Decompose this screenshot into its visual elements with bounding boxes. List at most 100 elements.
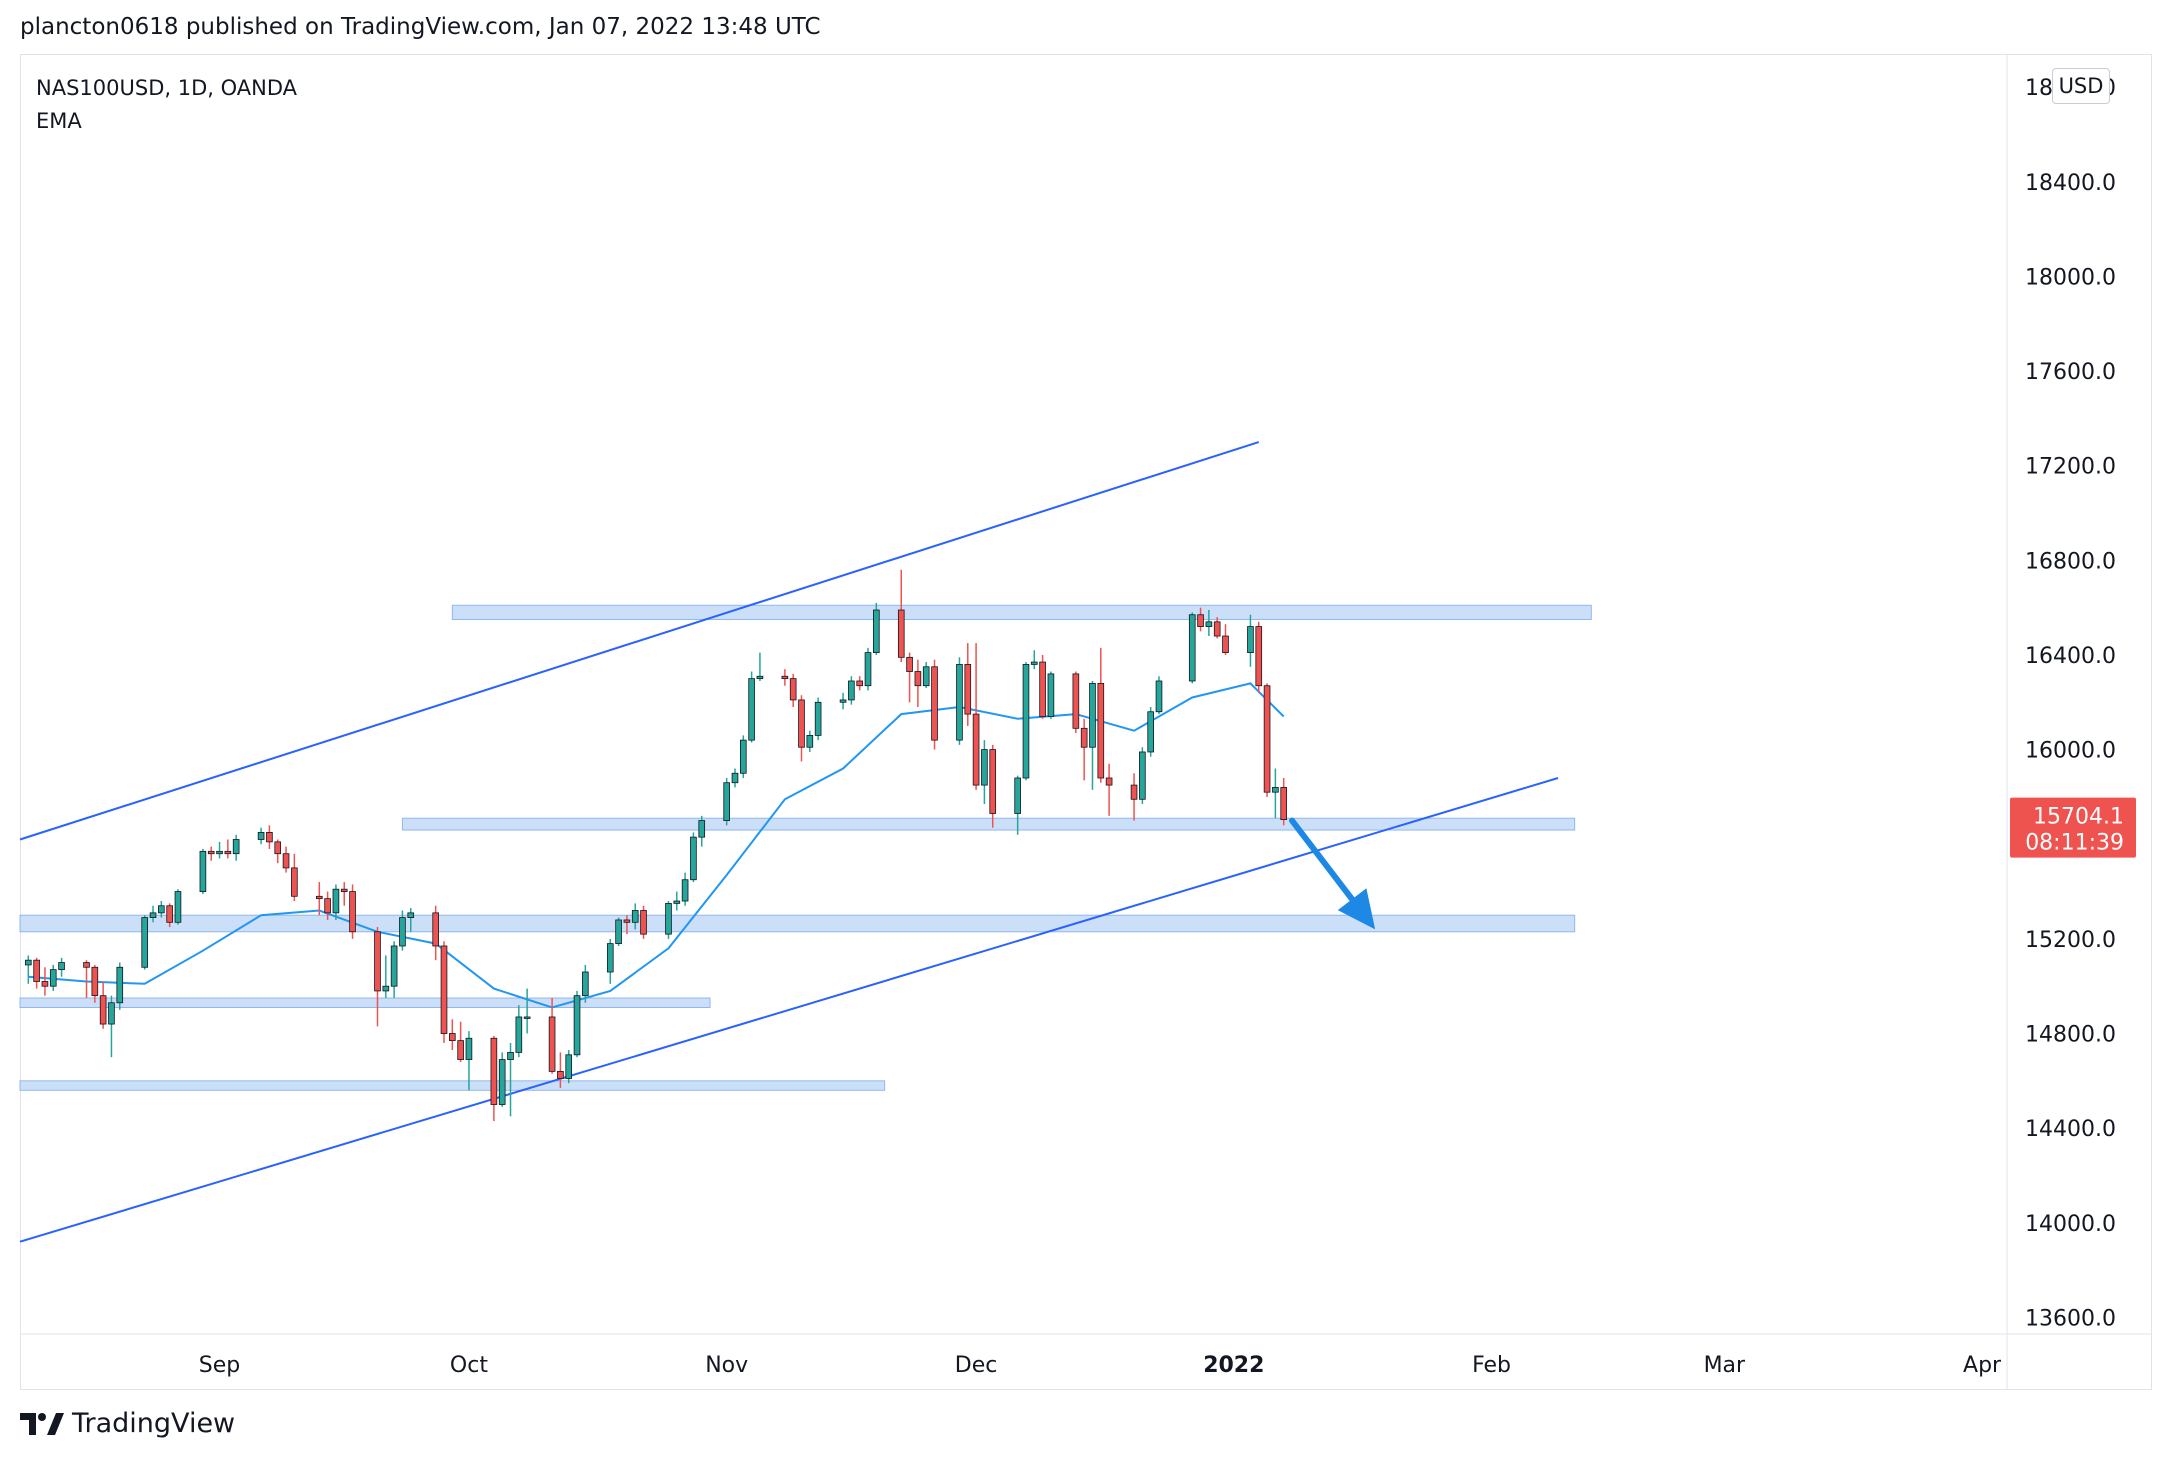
- candle-body: [906, 656, 913, 672]
- y-axis-tick-label: 14400.0: [2025, 1117, 2116, 1142]
- trendline: [19, 777, 1559, 1243]
- candle-body: [207, 850, 215, 855]
- candle-body: [673, 900, 681, 904]
- y-axis-tick-label: 17600.0: [2025, 360, 2116, 385]
- candle-body: [1272, 787, 1279, 793]
- y-axis-tick-label: 13600.0: [2025, 1306, 2116, 1331]
- candle-body: [640, 910, 647, 935]
- candle-body: [349, 891, 356, 933]
- brand-name: TradingView: [72, 1408, 236, 1439]
- candle-body: [964, 664, 972, 715]
- candle-body: [1097, 682, 1105, 779]
- candle-body: [1222, 635, 1229, 653]
- candle-body: [390, 945, 398, 987]
- candle-body: [174, 891, 182, 923]
- candle-body: [631, 910, 639, 923]
- candle-body: [332, 888, 340, 914]
- candle-body: [1039, 661, 1046, 717]
- y-axis-tick-label: 16400.0: [2025, 644, 2116, 669]
- candle-body: [731, 772, 739, 784]
- candle-body: [25, 959, 32, 966]
- candle-body: [606, 943, 614, 973]
- candle-body: [324, 898, 331, 914]
- indicator-name[interactable]: EMA: [36, 109, 82, 133]
- y-axis-tick-label: 18400.0: [2025, 171, 2116, 196]
- candle-body: [897, 609, 905, 658]
- candle-body: [1263, 685, 1271, 793]
- candle-body: [1022, 664, 1030, 779]
- candle-body: [814, 701, 822, 736]
- symbol-title[interactable]: NAS100USD, 1D, OANDA: [36, 76, 297, 100]
- y-axis-tick-label: 14800.0: [2025, 1023, 2116, 1048]
- candle-body: [91, 966, 99, 997]
- candle-body: [99, 995, 107, 1025]
- candle-body: [739, 739, 747, 774]
- candle-body: [798, 699, 805, 748]
- candle-body: [756, 675, 764, 680]
- candle-body: [789, 678, 797, 701]
- candle-body: [1205, 621, 1213, 627]
- candle-body: [665, 902, 672, 935]
- candle-body: [257, 832, 265, 840]
- candle-body: [1047, 673, 1055, 717]
- candle-body: [615, 919, 622, 945]
- candle-body: [690, 836, 697, 881]
- candle-body: [914, 671, 922, 687]
- candle-body: [232, 839, 240, 855]
- symbol-legend: NAS100USD, 1D, OANDA EMA: [36, 72, 297, 138]
- candle-body: [216, 850, 223, 855]
- y-axis-tick-label: 16000.0: [2025, 739, 2116, 764]
- candle-body: [781, 675, 789, 680]
- candle-body: [748, 678, 755, 741]
- y-axis-tick-label: 18000.0: [2025, 265, 2116, 290]
- candle-body: [848, 680, 855, 701]
- candle-body: [449, 1033, 456, 1042]
- candle-body: [922, 666, 930, 687]
- candle-body: [340, 888, 348, 892]
- currency-badge[interactable]: USD: [2052, 68, 2110, 104]
- horizontal-zone: [19, 914, 1576, 933]
- horizontal-zone: [451, 604, 1592, 620]
- candle-body: [457, 1040, 464, 1060]
- publication-header: plancton0618 published on TradingView.co…: [20, 14, 821, 40]
- horizontal-zone: [401, 817, 1576, 831]
- candle-body: [116, 966, 124, 1004]
- candle-body: [873, 609, 880, 653]
- chart-frame: [20, 54, 2152, 1390]
- candle-body: [149, 912, 157, 918]
- candle-body: [1130, 784, 1138, 800]
- candle-body: [166, 905, 173, 923]
- candle-body: [956, 664, 963, 741]
- down-arrow-head: [1337, 888, 1376, 930]
- candle-body: [224, 850, 232, 855]
- candle-body: [498, 1059, 506, 1105]
- candle-body: [1030, 661, 1038, 665]
- x-axis-tick-label: Sep: [199, 1353, 240, 1378]
- y-axis-tick-label: 16800.0: [2025, 549, 2116, 574]
- candle-body: [1155, 680, 1163, 713]
- tradingview-logo-icon: [20, 1412, 64, 1435]
- x-axis-tick-label: Mar: [1704, 1353, 1746, 1378]
- candle-body: [266, 832, 273, 843]
- candle-body: [141, 917, 149, 968]
- candle-body: [1105, 777, 1113, 786]
- footer-brand[interactable]: TradingView: [20, 1408, 235, 1439]
- candle-body: [1089, 682, 1096, 748]
- candle-body: [374, 931, 381, 992]
- candle-body: [864, 652, 872, 687]
- candle-body: [582, 971, 589, 997]
- down-arrow-shaft: [1289, 817, 1356, 903]
- candle-body: [1072, 673, 1080, 729]
- candle-body: [440, 945, 448, 1034]
- candle-body: [158, 905, 165, 914]
- x-axis-tick-label: 2022: [1203, 1353, 1264, 1378]
- candle-body: [1014, 777, 1021, 814]
- candle-body: [698, 820, 706, 838]
- candle-body: [681, 879, 689, 902]
- y-axis-tick-label: 15200.0: [2025, 928, 2116, 953]
- candle-body: [199, 850, 207, 892]
- candle-body: [382, 985, 390, 992]
- candle-body: [1213, 621, 1221, 637]
- bar-countdown: 08:11:39: [2025, 831, 2124, 856]
